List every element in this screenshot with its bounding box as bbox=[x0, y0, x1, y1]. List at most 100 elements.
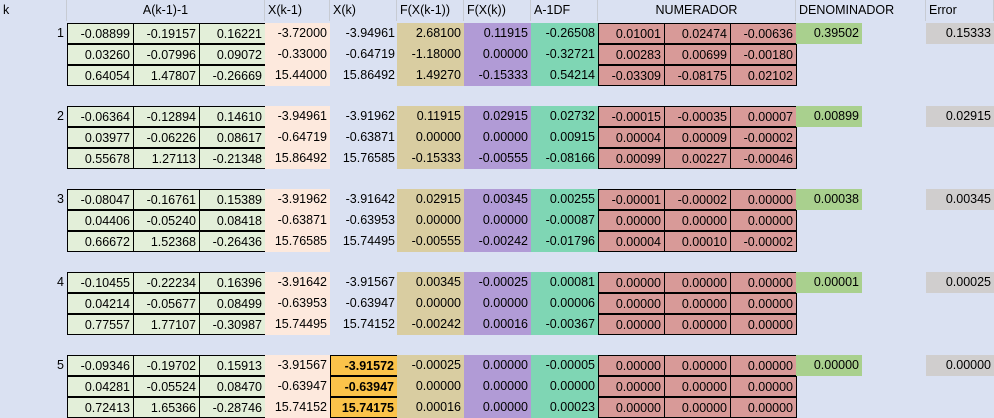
f-current-cell[interactable]: 0.00000 bbox=[464, 293, 531, 314]
numerador-cell[interactable]: -0.00002 bbox=[730, 231, 797, 252]
denominador-cell[interactable]: 0.00038 bbox=[796, 189, 862, 210]
numerador-cell[interactable]: 0.00000 bbox=[730, 210, 797, 231]
f-prev-cell[interactable]: 0.00016 bbox=[397, 397, 464, 418]
a-inverse-cell[interactable]: -0.26669 bbox=[199, 65, 266, 86]
a-inverse-cell[interactable]: 0.16221 bbox=[199, 23, 266, 44]
a1df-cell[interactable]: 0.00000 bbox=[531, 376, 598, 397]
numerador-cell[interactable]: 0.00099 bbox=[598, 148, 665, 169]
numerador-cell[interactable]: -0.03309 bbox=[598, 65, 665, 86]
error-cell[interactable]: 0.00025 bbox=[926, 272, 994, 293]
a-inverse-cell[interactable]: 1.27113 bbox=[133, 148, 200, 169]
a1df-cell[interactable]: -0.01796 bbox=[531, 231, 598, 252]
a-inverse-cell[interactable]: 0.08418 bbox=[199, 210, 266, 231]
x-prev-cell[interactable]: -3.91642 bbox=[265, 272, 330, 293]
numerador-cell[interactable]: 0.00010 bbox=[664, 231, 731, 252]
a-inverse-cell[interactable]: 0.04406 bbox=[67, 210, 134, 231]
a-inverse-cell[interactable]: 0.08499 bbox=[199, 293, 266, 314]
x-current-cell[interactable]: 15.76585 bbox=[330, 148, 398, 169]
f-prev-cell[interactable]: 0.11915 bbox=[397, 106, 464, 127]
a-inverse-cell[interactable]: -0.06226 bbox=[133, 127, 200, 148]
x-current-cell[interactable]: -0.64719 bbox=[330, 44, 398, 65]
a-inverse-cell[interactable]: 0.15389 bbox=[199, 189, 266, 210]
header-error[interactable]: Error bbox=[926, 0, 994, 21]
iteration-number[interactable]: 2 bbox=[57, 109, 64, 123]
numerador-cell[interactable]: -0.00015 bbox=[598, 106, 665, 127]
error-cell[interactable]: 0.02915 bbox=[926, 106, 994, 127]
numerador-cell[interactable]: 0.00000 bbox=[664, 314, 731, 335]
a-inverse-cell[interactable]: 0.64054 bbox=[67, 65, 134, 86]
a-inverse-cell[interactable]: -0.05677 bbox=[133, 293, 200, 314]
a-inverse-cell[interactable]: -0.19702 bbox=[133, 355, 200, 376]
header-a-inverse[interactable]: A(k-1)-1 bbox=[67, 0, 265, 21]
a-inverse-cell[interactable]: -0.07996 bbox=[133, 44, 200, 65]
f-current-cell[interactable]: 0.02915 bbox=[464, 106, 531, 127]
x-prev-cell[interactable]: -3.72000 bbox=[265, 23, 330, 44]
x-prev-cell[interactable]: -0.63871 bbox=[265, 210, 330, 231]
f-current-cell[interactable]: 0.11915 bbox=[464, 23, 531, 44]
numerador-cell[interactable]: 0.00000 bbox=[664, 272, 731, 293]
a-inverse-cell[interactable]: 0.04281 bbox=[67, 376, 134, 397]
a1df-cell[interactable]: -0.26508 bbox=[531, 23, 598, 44]
iteration-number[interactable]: 3 bbox=[57, 192, 64, 206]
a-inverse-cell[interactable]: 0.14610 bbox=[199, 106, 266, 127]
a1df-cell[interactable]: -0.00367 bbox=[531, 314, 598, 335]
f-prev-cell[interactable]: 2.68100 bbox=[397, 23, 464, 44]
a1df-cell[interactable]: 0.02732 bbox=[531, 106, 598, 127]
x-current-cell[interactable]: -3.91962 bbox=[330, 106, 398, 127]
x-prev-cell[interactable]: 15.76585 bbox=[265, 231, 330, 252]
f-current-cell[interactable]: 0.00000 bbox=[464, 210, 531, 231]
f-prev-cell[interactable]: -1.18000 bbox=[397, 44, 464, 65]
a-inverse-cell[interactable]: 0.03977 bbox=[67, 127, 134, 148]
x-current-cell[interactable]: -0.63947 bbox=[330, 376, 398, 397]
a-inverse-cell[interactable]: 0.09072 bbox=[199, 44, 266, 65]
numerador-cell[interactable]: -0.00046 bbox=[730, 148, 797, 169]
a1df-cell[interactable]: -0.00005 bbox=[531, 355, 598, 376]
x-current-cell[interactable]: -0.63953 bbox=[330, 210, 398, 231]
a-inverse-cell[interactable]: -0.19157 bbox=[133, 23, 200, 44]
a-inverse-cell[interactable]: 1.65366 bbox=[133, 397, 200, 418]
numerador-cell[interactable]: -0.08175 bbox=[664, 65, 731, 86]
f-prev-cell[interactable]: 0.00000 bbox=[397, 127, 464, 148]
a-inverse-cell[interactable]: 0.72413 bbox=[67, 397, 134, 418]
a1df-cell[interactable]: -0.32721 bbox=[531, 44, 598, 65]
f-current-cell[interactable]: -0.00555 bbox=[464, 148, 531, 169]
denominador-cell[interactable]: 0.39502 bbox=[796, 23, 862, 44]
f-prev-cell[interactable]: -0.00025 bbox=[397, 355, 464, 376]
a-inverse-cell[interactable]: 0.08617 bbox=[199, 127, 266, 148]
error-cell[interactable]: 0.00000 bbox=[926, 355, 994, 376]
numerador-cell[interactable]: -0.00180 bbox=[730, 44, 797, 65]
numerador-cell[interactable]: 0.00000 bbox=[598, 314, 665, 335]
x-current-cell[interactable]: 15.86492 bbox=[330, 65, 398, 86]
x-prev-cell[interactable]: -3.91962 bbox=[265, 189, 330, 210]
x-current-cell[interactable]: -3.91567 bbox=[330, 272, 398, 293]
numerador-cell[interactable]: 0.00000 bbox=[730, 272, 797, 293]
a1df-cell[interactable]: 0.00006 bbox=[531, 293, 598, 314]
x-current-cell[interactable]: 15.74175 bbox=[330, 397, 398, 418]
numerador-cell[interactable]: 0.00000 bbox=[598, 376, 665, 397]
x-current-cell[interactable]: -3.94961 bbox=[330, 23, 398, 44]
numerador-cell[interactable]: 0.00699 bbox=[664, 44, 731, 65]
f-current-cell[interactable]: 0.00000 bbox=[464, 355, 531, 376]
f-prev-cell[interactable]: 0.00000 bbox=[397, 293, 464, 314]
numerador-cell[interactable]: -0.00035 bbox=[664, 106, 731, 127]
f-current-cell[interactable]: -0.00025 bbox=[464, 272, 531, 293]
numerador-cell[interactable]: 0.00000 bbox=[730, 314, 797, 335]
x-prev-cell[interactable]: -3.94961 bbox=[265, 106, 330, 127]
a-inverse-cell[interactable]: -0.08899 bbox=[67, 23, 134, 44]
a-inverse-cell[interactable]: 1.47807 bbox=[133, 65, 200, 86]
numerador-cell[interactable]: 0.00007 bbox=[730, 106, 797, 127]
denominador-cell[interactable]: 0.00001 bbox=[796, 272, 862, 293]
a-inverse-cell[interactable]: 0.08470 bbox=[199, 376, 266, 397]
x-current-cell[interactable]: -0.63947 bbox=[330, 293, 398, 314]
a-inverse-cell[interactable]: -0.05240 bbox=[133, 210, 200, 231]
x-prev-cell[interactable]: 15.86492 bbox=[265, 148, 330, 169]
a-inverse-cell[interactable]: 1.77107 bbox=[133, 314, 200, 335]
numerador-cell[interactable]: 0.01001 bbox=[598, 23, 665, 44]
x-current-cell[interactable]: -3.91572 bbox=[330, 355, 398, 376]
x-prev-cell[interactable]: -0.64719 bbox=[265, 127, 330, 148]
x-prev-cell[interactable]: -3.91567 bbox=[265, 355, 330, 376]
denominador-cell[interactable]: 0.00000 bbox=[796, 355, 862, 376]
f-current-cell[interactable]: 0.00000 bbox=[464, 397, 531, 418]
a-inverse-cell[interactable]: 0.15913 bbox=[199, 355, 266, 376]
a-inverse-cell[interactable]: 1.52368 bbox=[133, 231, 200, 252]
